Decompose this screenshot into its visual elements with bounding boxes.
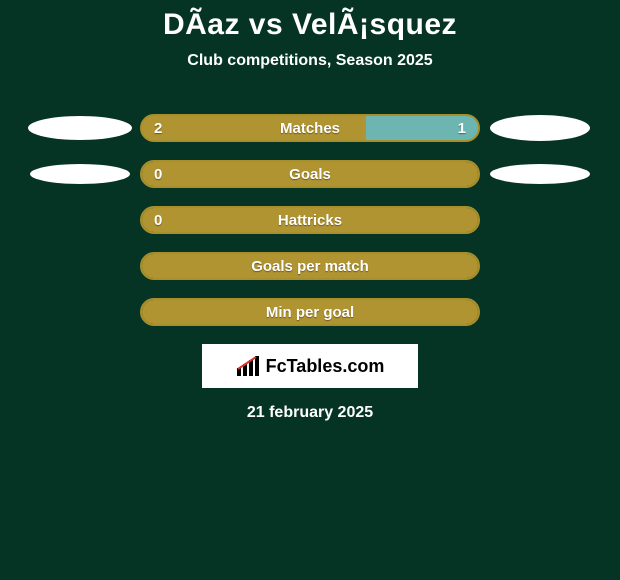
logo-text: FcTables.com — [266, 356, 385, 377]
bar-fill-left — [142, 300, 478, 324]
bar-fill-left — [142, 254, 478, 278]
stat-bar: Goals per match — [140, 252, 480, 280]
bar-fill-left — [142, 208, 478, 232]
stat-bar: Goals0 — [140, 160, 480, 188]
bar-chart-icon — [236, 356, 262, 376]
stat-bar: Min per goal — [140, 298, 480, 326]
stat-rows: Matches21 Goals0 Hattricks0 Goals per match… — [0, 114, 620, 326]
logo-box: FcTables.com — [202, 344, 418, 388]
stat-row: Goals per match — [0, 252, 620, 280]
avatar-slot-left — [20, 164, 140, 184]
stat-row: Matches21 — [0, 114, 620, 142]
player-avatar-left — [30, 164, 130, 184]
player-avatar-right — [490, 164, 590, 184]
stat-bar: Matches21 — [140, 114, 480, 142]
stat-row: Min per goal — [0, 298, 620, 326]
player-avatar-right — [490, 115, 590, 141]
avatar-slot-left — [20, 116, 140, 140]
bar-fill-right — [366, 116, 478, 140]
avatar-slot-right — [480, 164, 600, 184]
bar-fill-left — [142, 162, 478, 186]
bar-fill-left — [142, 116, 366, 140]
stat-row: Hattricks0 — [0, 206, 620, 234]
page-title: DÃ­az vs VelÃ¡squez — [0, 0, 620, 42]
footer-date: 21 february 2025 — [0, 404, 620, 422]
stat-bar: Hattricks0 — [140, 206, 480, 234]
avatar-slot-right — [480, 115, 600, 141]
subtitle: Club competitions, Season 2025 — [0, 52, 620, 70]
stat-row: Goals0 — [0, 160, 620, 188]
logo-inner: FcTables.com — [236, 356, 385, 377]
infographic-root: DÃ­az vs VelÃ¡squez Club competitions, S… — [0, 0, 620, 580]
player-avatar-left — [28, 116, 132, 140]
